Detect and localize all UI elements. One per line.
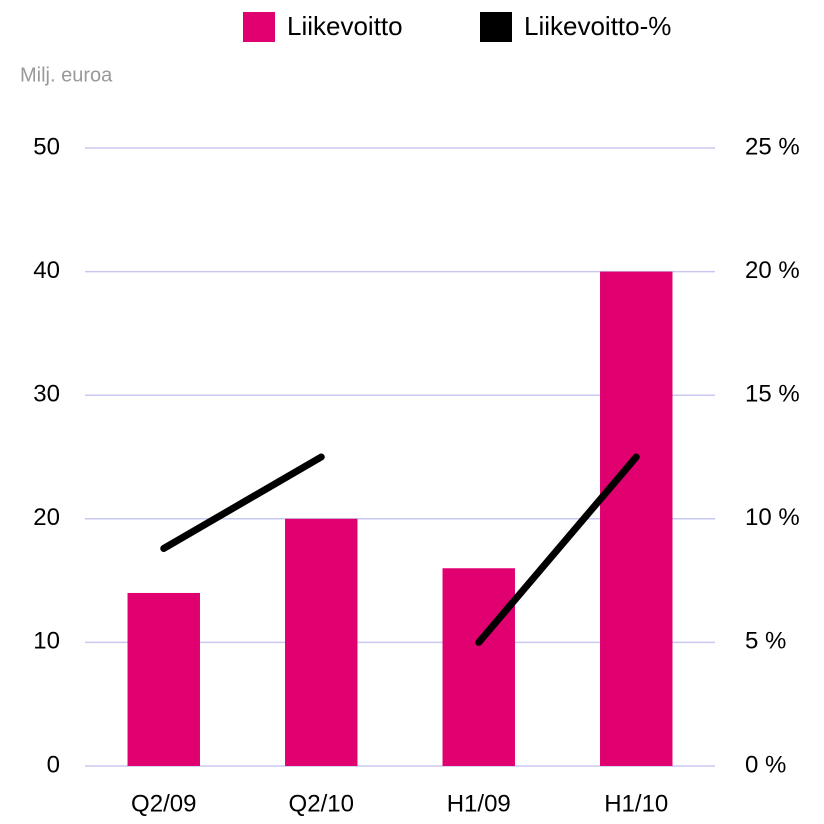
y-tick-label: 20	[33, 504, 60, 531]
y-tick-label: 0	[47, 751, 60, 778]
legend-swatch	[480, 12, 512, 42]
y2-tick-label: 20 %	[745, 257, 800, 284]
x-tick-label: H1/10	[604, 790, 668, 817]
legend-swatch	[243, 12, 275, 42]
bar	[127, 592, 200, 766]
y2-tick-label: 25 %	[745, 133, 800, 160]
bar	[285, 518, 358, 766]
y-tick-label: 10	[33, 628, 60, 655]
y2-tick-label: 5 %	[745, 628, 786, 655]
x-tick-label: H1/09	[447, 790, 511, 817]
line	[160, 453, 325, 552]
line	[475, 453, 640, 646]
x-tick-label: Q2/09	[131, 790, 196, 817]
y2-tick-label: 0 %	[745, 751, 786, 778]
y-tick-label: 50	[33, 133, 60, 160]
bar	[600, 271, 673, 766]
y-tick-label: 30	[33, 381, 60, 408]
bar	[442, 568, 515, 766]
y2-tick-label: 15 %	[745, 381, 800, 408]
y-axis-label: Milj. euroa	[20, 64, 113, 86]
legend-label: Liikevoitto	[287, 11, 403, 41]
x-tick-label: Q2/10	[289, 790, 354, 817]
legend-label: Liikevoitto-%	[524, 11, 671, 41]
y-tick-label: 40	[33, 257, 60, 284]
y2-tick-label: 10 %	[745, 504, 800, 531]
